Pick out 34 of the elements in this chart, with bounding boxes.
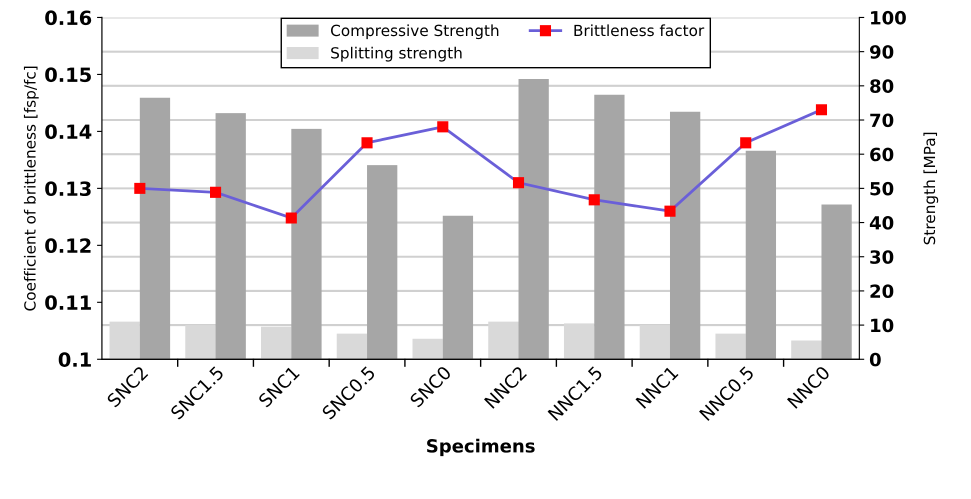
bar — [367, 165, 398, 360]
y2-axis-title: Strength [MPa] — [923, 132, 938, 244]
bar — [594, 94, 625, 360]
y2-tick-label: 10 — [871, 318, 894, 332]
y-tick-label: 0.14 — [45, 124, 92, 140]
y-tick-label: 0.16 — [45, 10, 92, 26]
y-tick-label: 0.12 — [45, 238, 91, 254]
y2-tick-label: 50 — [870, 182, 894, 196]
y2-tick-label: 20 — [870, 284, 894, 298]
bar — [291, 128, 322, 360]
y2-tick-label: 100 — [871, 10, 906, 25]
bar — [518, 78, 549, 360]
y2-tick-label: 40 — [870, 216, 894, 230]
bar — [746, 150, 776, 360]
y-axis-title: Coefficient of brittleness [fsp/fc] — [24, 66, 39, 311]
y-tick-label: 0.11 — [45, 295, 91, 310]
bar — [670, 112, 700, 360]
y2-tick-label: 80 — [870, 79, 894, 93]
bar — [140, 98, 170, 360]
bar — [821, 204, 852, 360]
y2-tick-label: 0 — [870, 352, 881, 366]
legend-label: Splitting strength — [331, 46, 462, 62]
y2-tick-label: 70 — [870, 113, 894, 128]
legend-label: Compressive Strength — [331, 24, 498, 40]
y-tick-label: 0.15 — [45, 67, 91, 82]
y-tick-label: 0.13 — [45, 181, 91, 196]
y2-tick-label: 90 — [870, 45, 894, 59]
legend-label: Brittleness factor — [574, 24, 704, 36]
bar — [442, 216, 474, 360]
bar — [216, 113, 246, 360]
y2-tick-label: 60 — [870, 148, 894, 162]
y2-tick-label: 30 — [870, 250, 894, 264]
y-tick-label: 0.1 — [58, 352, 91, 367]
x-axis-title: Specimens — [427, 438, 535, 456]
